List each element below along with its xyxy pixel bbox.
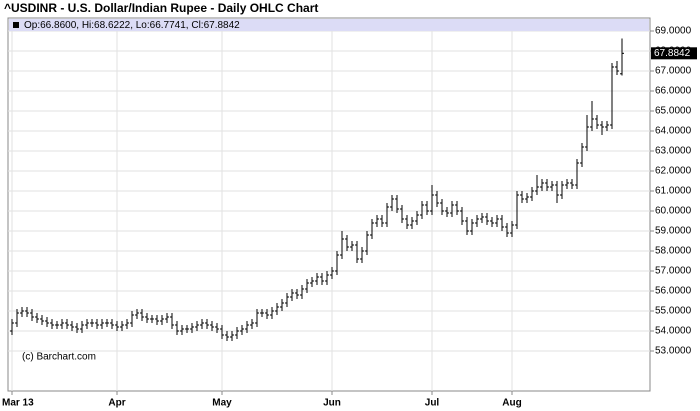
y-tick-label: 61.0000 <box>655 186 692 197</box>
y-tick-label: 62.0000 <box>655 166 692 177</box>
y-tick-label: 59.0000 <box>655 226 692 237</box>
y-tick-label: 54.0000 <box>655 326 692 337</box>
x-tick-label: Jun <box>323 398 341 409</box>
y-tick-label: 55.0000 <box>655 306 692 317</box>
chart-title: ^USDINR - U.S. Dollar/Indian Rupee - Dai… <box>4 1 318 15</box>
y-tick-label: 63.0000 <box>655 146 692 157</box>
last-value-box <box>651 47 697 60</box>
y-tick-label: 60.0000 <box>655 206 692 217</box>
y-tick-label: 67.0000 <box>655 66 692 77</box>
y-tick-label: 56.0000 <box>655 286 692 297</box>
plot-area <box>7 17 651 392</box>
y-tick-label: 58.0000 <box>655 246 692 257</box>
x-tick-label: Mar 13 <box>2 398 34 409</box>
x-tick-label: May <box>212 398 232 409</box>
y-tick-label: 65.0000 <box>655 106 692 117</box>
y-tick-label: 57.0000 <box>655 266 692 277</box>
y-tick-label: 64.0000 <box>655 126 692 137</box>
x-tick-label: Apr <box>108 398 125 409</box>
y-tick-label: 66.0000 <box>655 86 692 97</box>
credit: (c) Barchart.com <box>22 352 96 363</box>
legend-swatch <box>13 22 19 28</box>
y-tick-label: 69.0000 <box>655 26 692 37</box>
last-value-label: 67.8842 <box>654 48 691 59</box>
legend-text: Op:66.8600, Hi:68.6222, Lo:66.7741, Cl:6… <box>24 20 240 31</box>
x-tick-label: Aug <box>502 398 521 409</box>
legend-band <box>9 19 649 31</box>
x-tick-label: Jul <box>425 398 440 409</box>
y-tick-label: 53.0000 <box>655 346 692 357</box>
